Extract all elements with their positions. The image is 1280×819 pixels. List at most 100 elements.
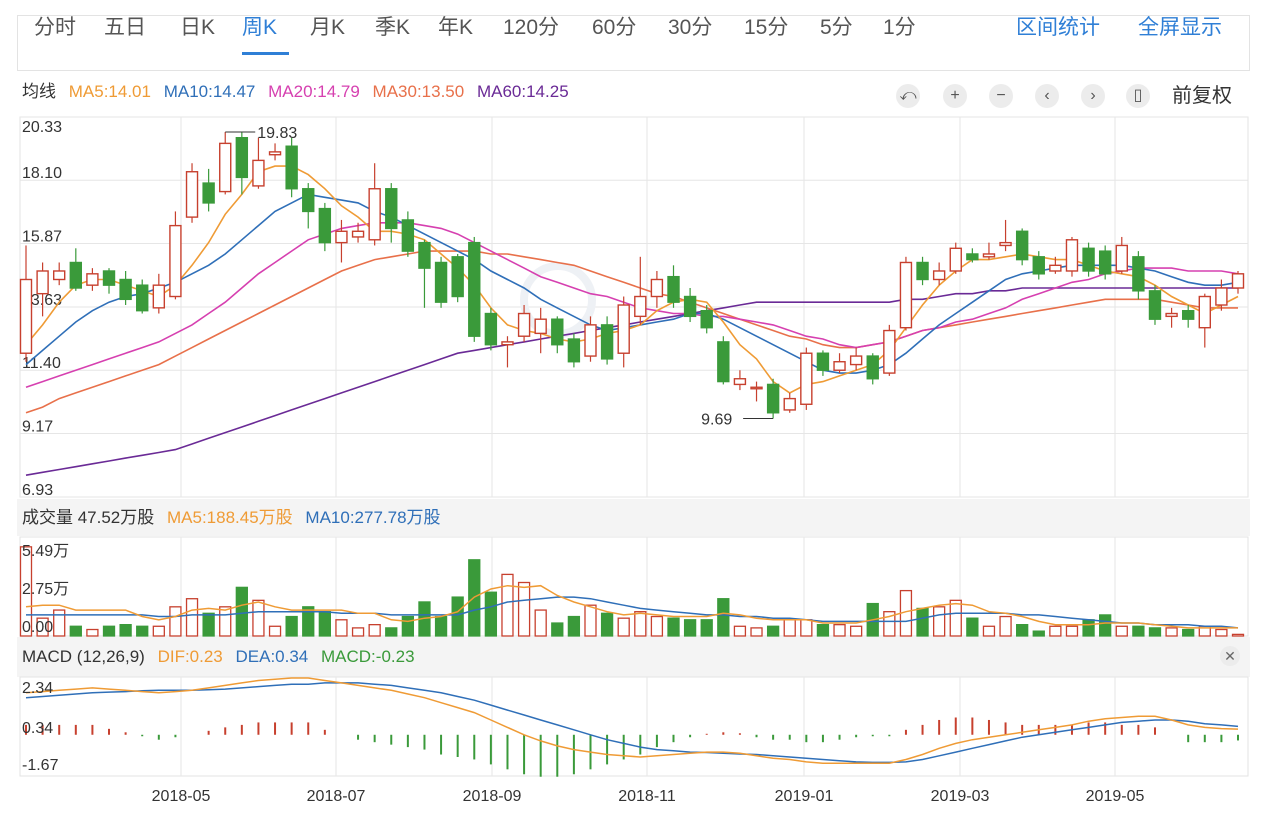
price-tick-label: 20.33 bbox=[22, 119, 62, 136]
macd-tick-label: -1.67 bbox=[22, 757, 59, 774]
volume-bar bbox=[949, 599, 962, 637]
fullscreen-button[interactable]: 全屏显示 bbox=[1138, 16, 1222, 39]
candle-body bbox=[401, 219, 415, 252]
volume-bar bbox=[683, 619, 697, 637]
zoom-in-icon[interactable]: + bbox=[943, 84, 967, 108]
volume-bar bbox=[185, 598, 199, 637]
ma60-value: MA60:14.25 bbox=[476, 82, 569, 101]
ma60-line bbox=[25, 287, 1238, 476]
candle-body bbox=[667, 275, 680, 303]
candle-body bbox=[102, 270, 116, 286]
tab-9[interactable]: 30分 bbox=[668, 16, 713, 39]
candle-body bbox=[185, 171, 199, 218]
ma10-value: MA10:14.47 bbox=[163, 82, 256, 101]
prev-icon[interactable]: ‹ bbox=[1035, 84, 1059, 108]
candle-body bbox=[335, 230, 348, 244]
volume-bar bbox=[368, 624, 381, 637]
candle-body bbox=[1148, 290, 1162, 320]
volume-bar bbox=[501, 573, 514, 637]
candle-body bbox=[136, 284, 149, 312]
low-label: 9.69 bbox=[701, 411, 732, 428]
candle-body bbox=[53, 270, 66, 281]
volume-bar bbox=[1065, 625, 1079, 637]
tab-2[interactable]: 日K bbox=[180, 16, 216, 39]
tab-8[interactable]: 60分 bbox=[592, 16, 637, 39]
candle-body bbox=[1049, 264, 1062, 272]
candle-body bbox=[733, 378, 747, 386]
vol-ma5-value: MA5:188.45万股 bbox=[167, 508, 293, 527]
candle-body bbox=[999, 241, 1012, 247]
close-macd-icon[interactable]: ✕ bbox=[1220, 646, 1240, 666]
candle-body bbox=[1165, 312, 1178, 318]
candle-body bbox=[717, 341, 730, 383]
volume-bar bbox=[733, 625, 747, 637]
volume-bar bbox=[484, 591, 498, 637]
price-tick-label: 15.87 bbox=[22, 228, 62, 245]
volume-bar bbox=[53, 609, 66, 637]
candle-body bbox=[468, 241, 481, 337]
tab-1[interactable]: 五日 bbox=[104, 16, 146, 39]
x-tick-label: 2018-09 bbox=[463, 788, 522, 805]
ma-legend-title: 均线 bbox=[22, 82, 56, 101]
tab-4[interactable]: 月K bbox=[310, 16, 346, 39]
active-tab-underline bbox=[242, 52, 289, 55]
tab-10[interactable]: 15分 bbox=[744, 16, 789, 39]
candle-body bbox=[949, 247, 962, 272]
volume-bar bbox=[285, 615, 298, 637]
volume-bar bbox=[883, 611, 896, 637]
volume-legend: 成交量 47.52万股 MA5:188.45万股 MA10:277.78万股 bbox=[22, 507, 449, 529]
candle-body bbox=[119, 278, 132, 301]
tab-12[interactable]: 1分 bbox=[883, 16, 916, 39]
ma30-value: MA30:13.50 bbox=[372, 82, 465, 101]
candle-body bbox=[1115, 244, 1128, 272]
ma20-value: MA20:14.79 bbox=[268, 82, 360, 101]
volume-bar bbox=[1032, 630, 1045, 637]
candle-body bbox=[351, 230, 365, 238]
volume-bar bbox=[451, 596, 464, 637]
adjust-mode-selector[interactable]: 前复权 bbox=[1172, 85, 1232, 107]
volume-bar bbox=[1182, 628, 1195, 637]
tab-0[interactable]: 分时 bbox=[34, 16, 76, 39]
volume-bar bbox=[351, 627, 365, 637]
tab-6[interactable]: 年K bbox=[438, 16, 474, 39]
undo-icon[interactable]: ⤺ bbox=[896, 84, 920, 108]
volume-bar bbox=[385, 627, 398, 637]
tab-7[interactable]: 120分 bbox=[503, 16, 560, 39]
x-tick-label: 2018-05 bbox=[152, 788, 211, 805]
candle-body bbox=[683, 295, 697, 318]
volume-bar bbox=[717, 598, 730, 637]
volume-bar bbox=[1132, 625, 1145, 637]
dif-value: DIF:0.23 bbox=[157, 647, 223, 666]
tab-5[interactable]: 季K bbox=[375, 16, 411, 39]
volume-bar bbox=[600, 612, 614, 637]
next-icon[interactable]: › bbox=[1081, 84, 1105, 108]
candle-body bbox=[916, 261, 929, 281]
candle-body bbox=[932, 270, 946, 281]
volume-header-band bbox=[17, 499, 1250, 536]
range-stats-button[interactable]: 区间统计 bbox=[1016, 16, 1100, 39]
volume-bar bbox=[634, 611, 647, 637]
volume-bar bbox=[667, 617, 680, 637]
volume-bar bbox=[1082, 619, 1095, 637]
candle-icon[interactable]: ▯ bbox=[1126, 84, 1150, 108]
candle-body bbox=[551, 318, 564, 346]
volume-bar bbox=[933, 606, 946, 637]
candle-body bbox=[202, 182, 215, 204]
volume-bar bbox=[335, 619, 348, 637]
candle-body bbox=[866, 355, 879, 380]
tab-11[interactable]: 5分 bbox=[820, 16, 853, 39]
dea-value: DEA:0.34 bbox=[235, 647, 309, 666]
macd-legend-title: MACD (12,26,9) bbox=[22, 647, 145, 666]
candle-body bbox=[69, 261, 83, 289]
zoom-out-icon[interactable]: − bbox=[989, 84, 1013, 108]
candle-body bbox=[966, 253, 979, 261]
volume-bar bbox=[783, 619, 796, 637]
macd-tick-label: 0.34 bbox=[22, 720, 53, 737]
tab-3[interactable]: 周K bbox=[242, 16, 278, 39]
candle-body bbox=[302, 188, 315, 213]
x-tick-label: 2019-05 bbox=[1086, 788, 1145, 805]
candle-body bbox=[368, 188, 381, 241]
candle-body bbox=[219, 142, 232, 193]
period-tabbar bbox=[17, 15, 1250, 71]
